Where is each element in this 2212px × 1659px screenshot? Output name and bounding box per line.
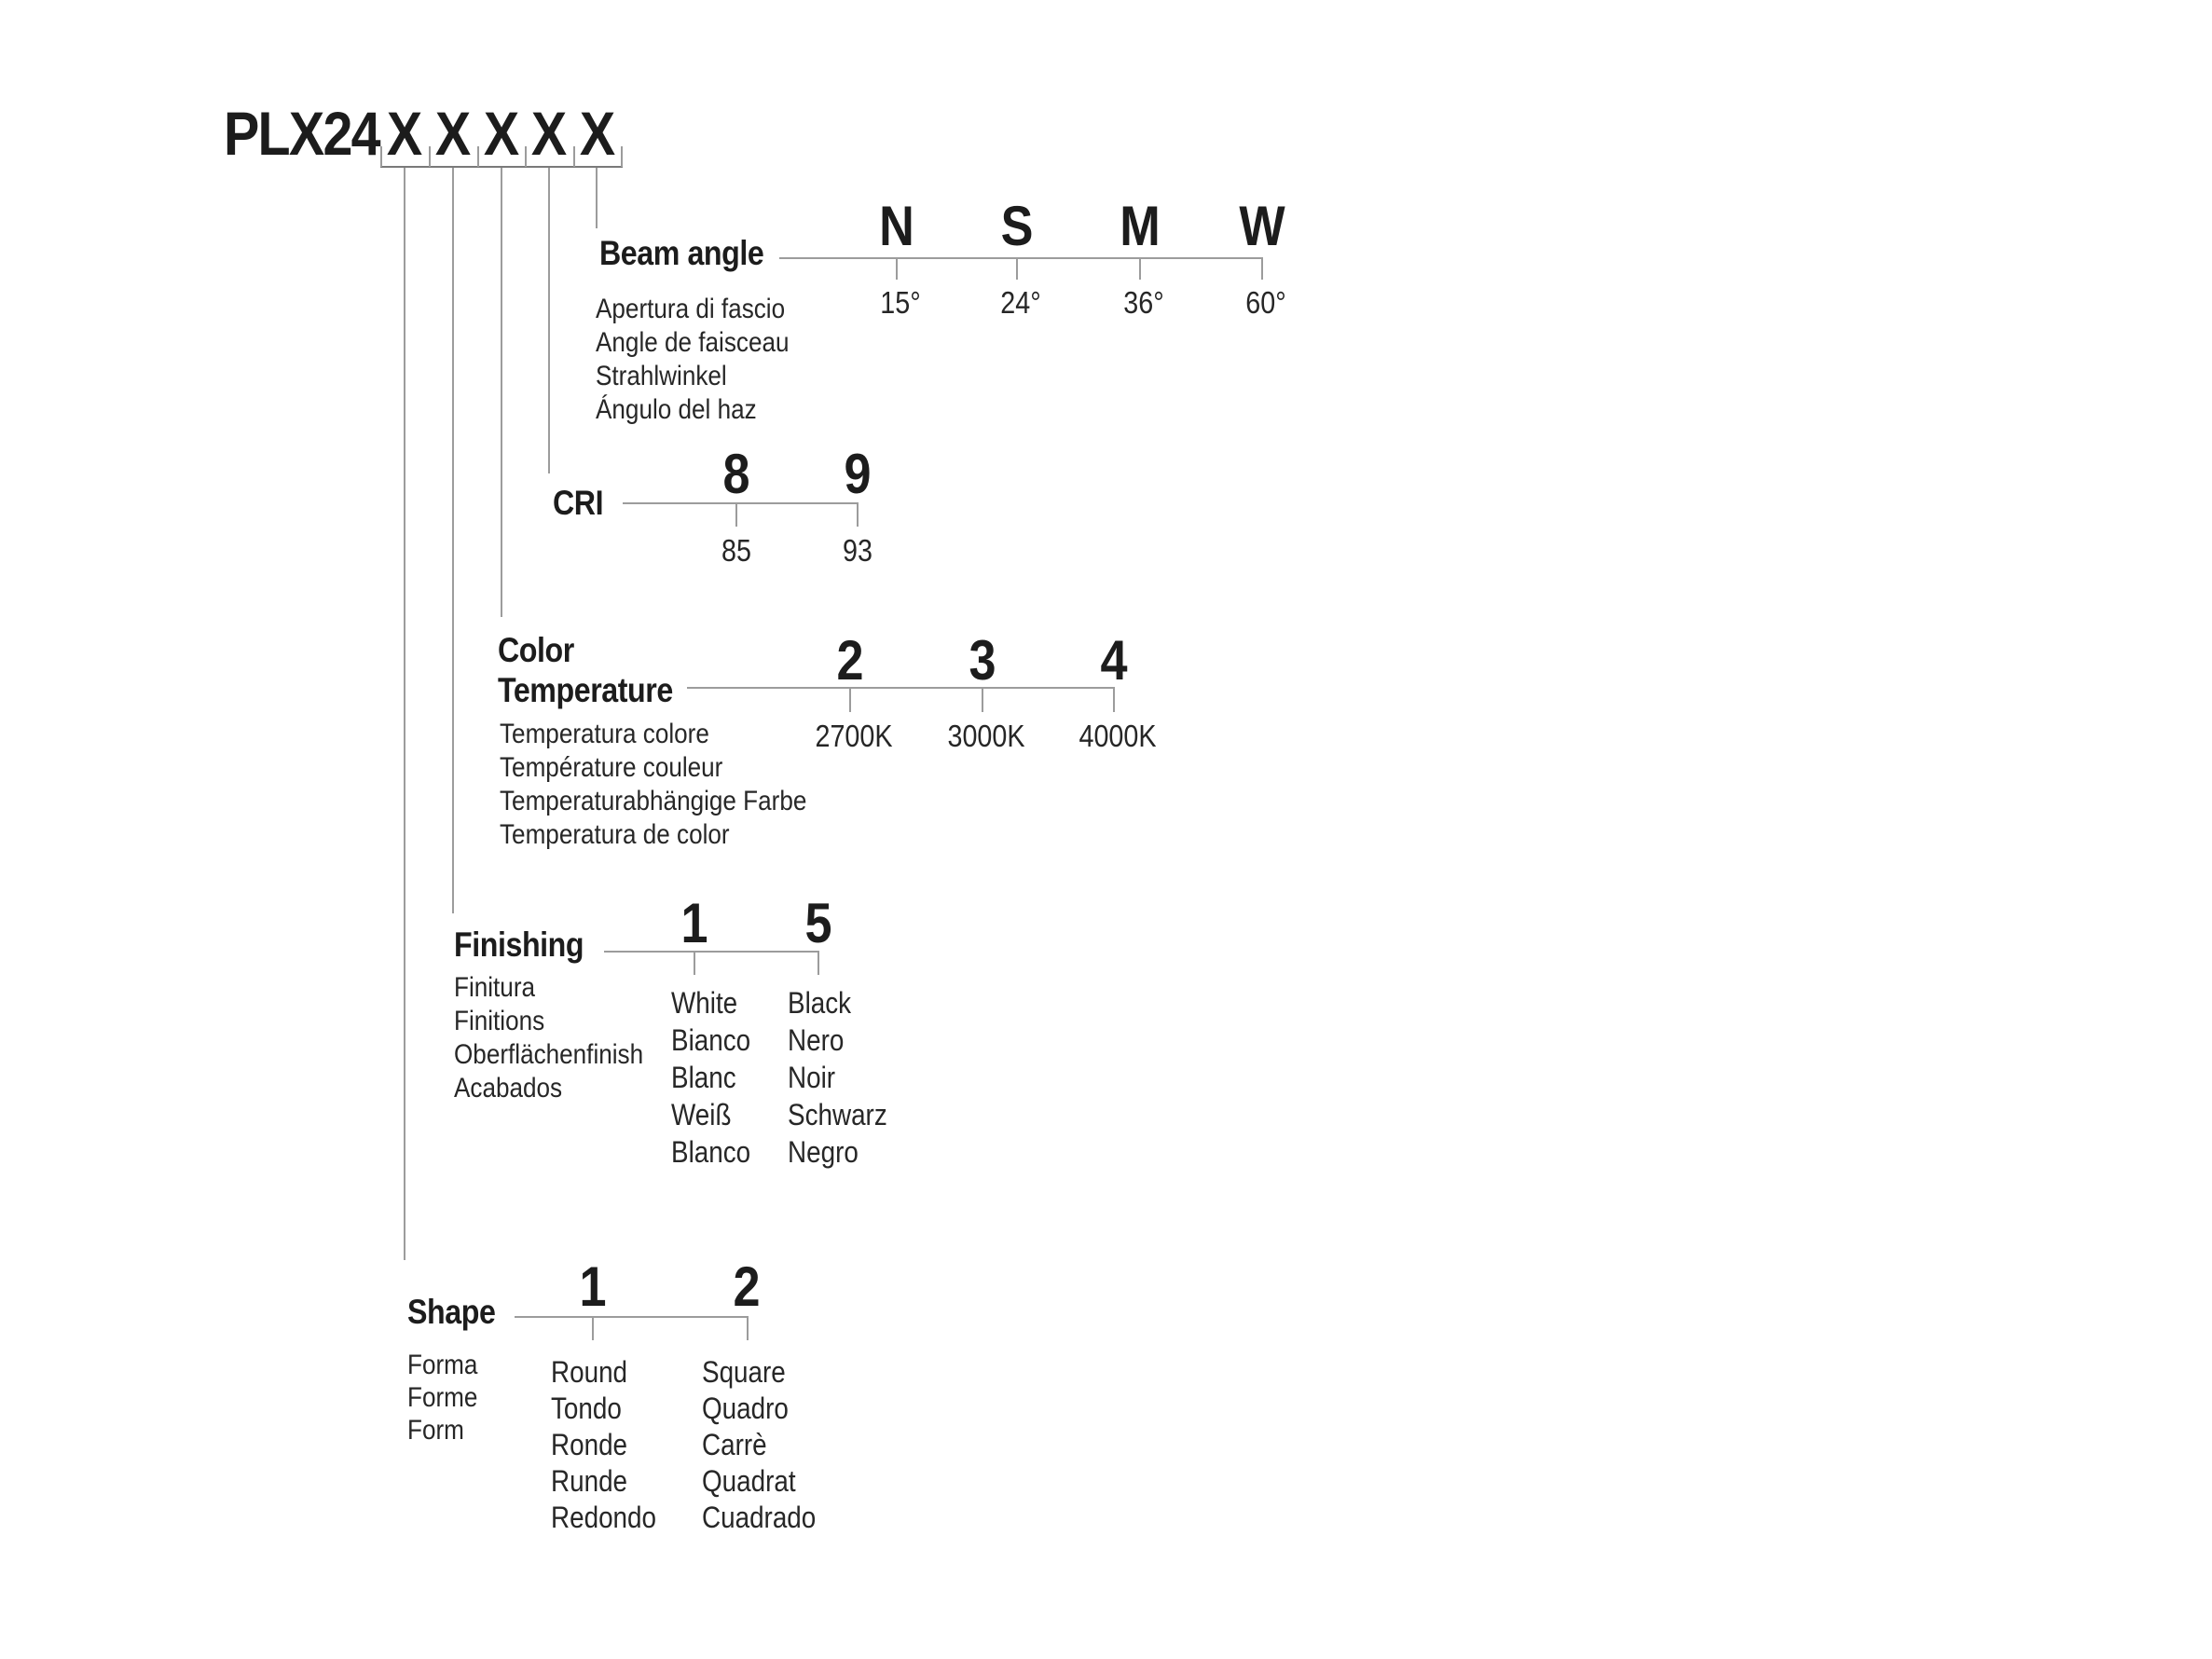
translation-label: Temperatura de color (500, 819, 730, 850)
option-code-4: 4 (1100, 629, 1128, 692)
option-tick (694, 951, 695, 975)
option-value: 15° (880, 285, 921, 320)
option-word: Bianco (671, 1023, 751, 1057)
translation-label: Strahlwinkel (596, 361, 727, 391)
option-tick (857, 502, 859, 527)
connector-finishing (452, 168, 454, 913)
option-tick (592, 1316, 594, 1340)
bracket-tick (621, 146, 623, 167)
option-word: Blanco (671, 1135, 751, 1169)
translation-label: Ángulo del haz (596, 394, 757, 425)
option-word: Round (551, 1355, 628, 1389)
option-word: Black (788, 986, 852, 1020)
option-word: Blanc (671, 1061, 736, 1094)
translation-label: Température couleur (500, 752, 723, 783)
bracket-tick (477, 146, 479, 167)
option-value: 2700K (815, 719, 893, 753)
option-code-3: 3 (969, 629, 996, 692)
translation-label: Forma (407, 1350, 478, 1380)
option-word: Quadro (702, 1392, 789, 1425)
option-word: Cuadrado (702, 1501, 817, 1534)
translation-label: Acabados (454, 1073, 563, 1104)
option-word: Ronde (551, 1428, 628, 1461)
bracket-tick (429, 146, 431, 167)
product-model: PLX24 (224, 99, 381, 168)
code-placeholder-3: X (483, 99, 520, 168)
options-rule (604, 951, 819, 953)
option-tick (1113, 687, 1115, 712)
translation-label: Temperatura colore (500, 719, 709, 749)
option-code-2: 2 (836, 629, 864, 692)
option-tick (849, 687, 851, 712)
option-code-N: N (879, 195, 914, 257)
code-placeholder-2: X (434, 99, 472, 168)
option-code-2: 2 (733, 1255, 761, 1318)
options-rule (687, 687, 1115, 689)
option-word: Schwarz (788, 1098, 887, 1131)
option-code-S: S (1000, 195, 1034, 257)
option-code-5: 5 (804, 892, 832, 954)
option-value: 24° (1000, 285, 1041, 320)
option-word: Quadrat (702, 1464, 796, 1498)
option-value: 36° (1123, 285, 1164, 320)
bracket-tick (525, 146, 527, 167)
option-word: Redondo (551, 1501, 657, 1534)
connector-beam-angle (596, 168, 598, 228)
option-word: Runde (551, 1464, 628, 1498)
translation-label: Form (407, 1415, 464, 1446)
translation-label: Finitura (454, 972, 536, 1003)
option-tick (817, 951, 819, 975)
section-title: CRI (553, 484, 604, 522)
option-word: Carrè (702, 1428, 767, 1461)
option-tick (1261, 257, 1263, 280)
option-tick (1139, 257, 1141, 280)
options-rule (623, 502, 859, 504)
translation-label: Oberflächenfinish (454, 1039, 644, 1070)
option-word: Nero (788, 1023, 845, 1057)
option-code-W: W (1239, 195, 1285, 257)
section-title: Beam angle (599, 234, 764, 272)
option-value: 3000K (947, 719, 1025, 753)
translation-label: Apertura di fascio (596, 294, 786, 324)
option-word: Weiß (671, 1098, 732, 1131)
connector-shape (404, 168, 405, 1260)
translation-label: Forme (407, 1382, 478, 1413)
option-value: 4000K (1079, 719, 1157, 753)
connector-cri (548, 168, 550, 473)
option-code-1: 1 (579, 1255, 607, 1318)
code-placeholder-1: X (386, 99, 423, 168)
translation-label: Temperaturabhängige Farbe (500, 786, 807, 816)
bracket-tick (380, 146, 382, 167)
option-code-8: 8 (722, 443, 750, 505)
option-word: White (671, 986, 738, 1020)
bracket-tick (573, 146, 575, 167)
option-tick (747, 1316, 749, 1340)
options-rule (515, 1316, 749, 1318)
option-word: Negro (788, 1135, 859, 1169)
option-code-1: 1 (680, 892, 708, 954)
option-code-M: M (1120, 195, 1161, 257)
section-title: Shape (407, 1293, 496, 1331)
section-title: Color Temperature (498, 631, 673, 709)
option-tick (982, 687, 983, 712)
option-value: 93 (843, 533, 872, 568)
translation-label: Angle de faisceau (596, 327, 790, 358)
option-tick (896, 257, 898, 280)
option-tick (1016, 257, 1018, 280)
option-word: Square (702, 1355, 786, 1389)
section-title: Finishing (454, 925, 584, 964)
code-placeholder-4: X (530, 99, 568, 168)
code-placeholder-5: X (579, 99, 616, 168)
translation-label: Finitions (454, 1006, 545, 1036)
option-value: 85 (721, 533, 751, 568)
option-tick (735, 502, 737, 527)
connector-color-temperature (501, 168, 502, 617)
options-rule (779, 257, 1263, 259)
option-word: Tondo (551, 1392, 622, 1425)
option-code-9: 9 (844, 443, 872, 505)
code-bracket-line (380, 166, 623, 168)
option-value: 60° (1245, 285, 1286, 320)
option-word: Noir (788, 1061, 836, 1094)
